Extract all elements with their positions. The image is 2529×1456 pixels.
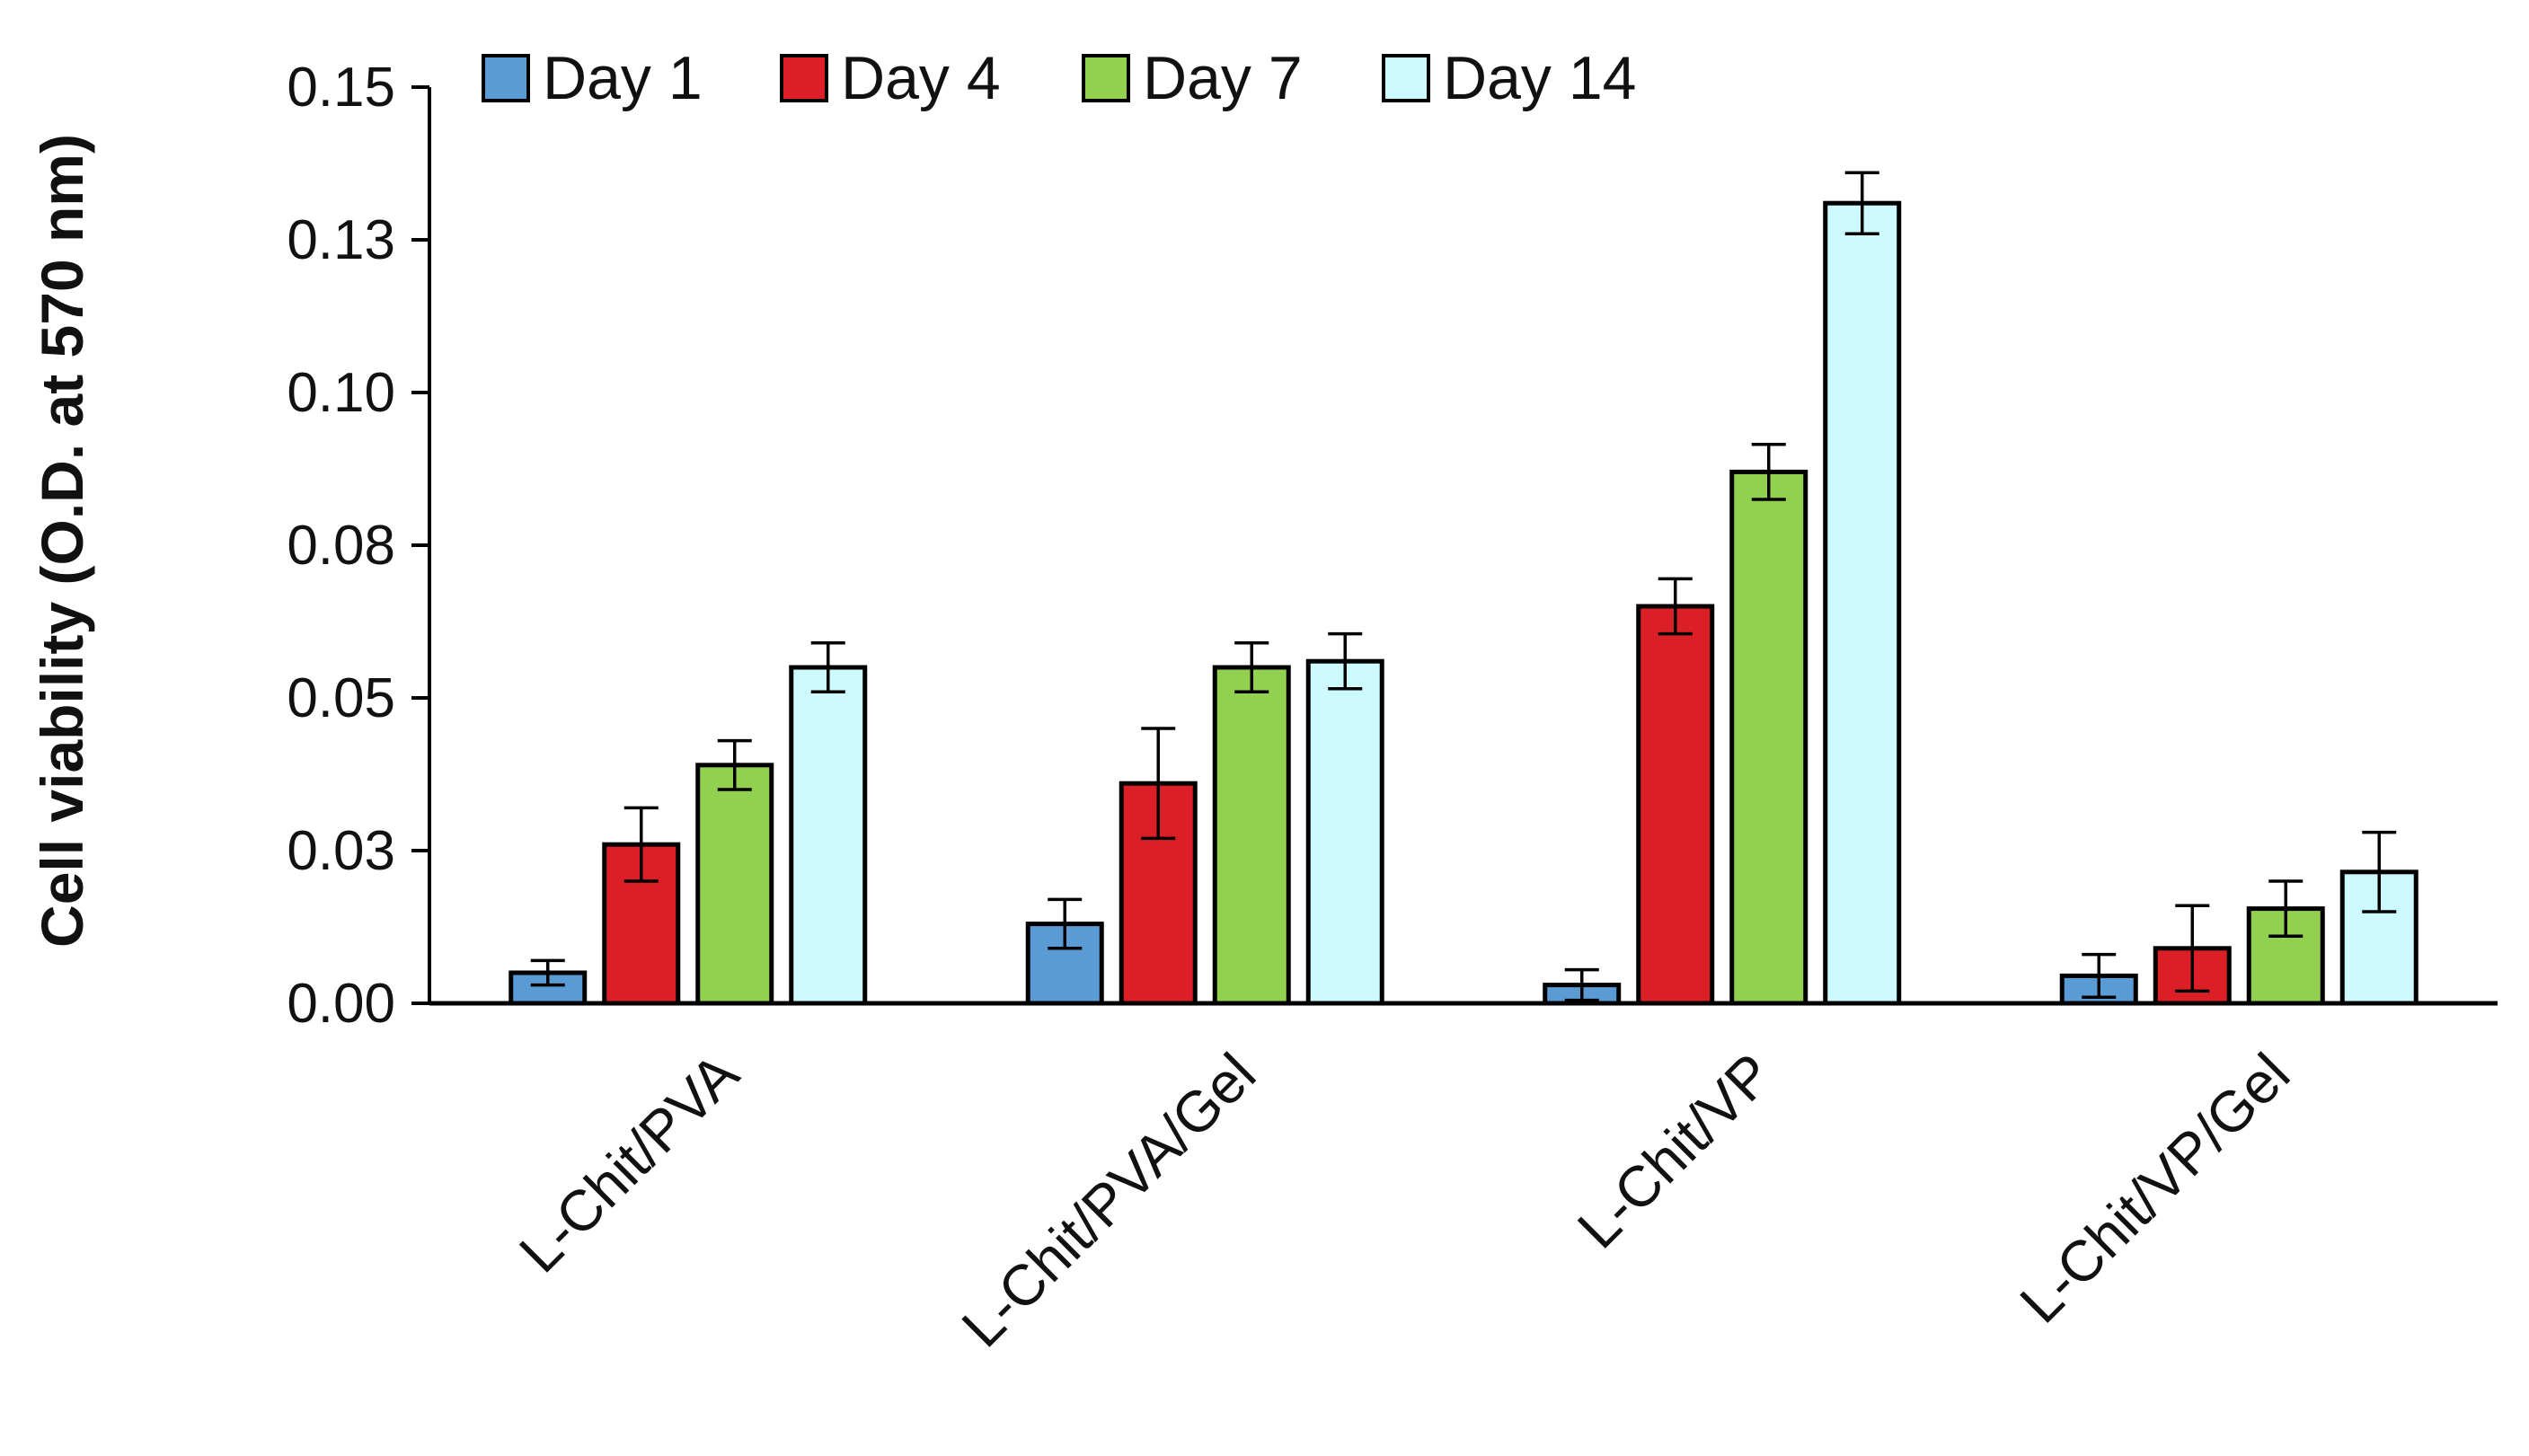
bar (695, 763, 774, 1006)
bar (789, 665, 868, 1006)
legend-swatch (1382, 54, 1430, 102)
legend-label: Day 7 (1143, 44, 1303, 112)
legend-label: Day 1 (543, 44, 703, 112)
x-tick-label: L-Chit/PVA (507, 1041, 751, 1285)
y-tick-label: 0.05 (287, 667, 395, 729)
bars (508, 171, 2418, 1006)
legend: Day 1 Day 4 Day 7 Day 14 (482, 44, 1636, 112)
bar (1305, 658, 1384, 1006)
y-tick-label: 0.03 (287, 820, 395, 882)
y-tick-label: 0.13 (287, 209, 395, 271)
bar (1212, 665, 1291, 1006)
bar (1823, 200, 1902, 1006)
x-tick-label: L-Chit/PVA/Gel (950, 1041, 1268, 1359)
legend-swatch (1082, 54, 1130, 102)
legend-swatch (482, 54, 530, 102)
legend-swatch (780, 54, 828, 102)
y-tick-label: 0.00 (287, 973, 395, 1035)
legend-label: Day 14 (1443, 44, 1636, 112)
x-axis: L-Chit/PVA L-Chit/PVA/Gel L-Chit/VP L-Chit/… (429, 1001, 2498, 1359)
y-tick-label: 0.10 (287, 362, 395, 424)
y-tick-label: 0.15 (287, 57, 395, 119)
bar (1636, 604, 1715, 1006)
x-tick-label: L-Chit/VP/Gel (2008, 1041, 2303, 1336)
x-tick-label: L-Chit/VP (1565, 1041, 1785, 1261)
y-axis-title: Cell viability (O.D. at 570 nm) (29, 134, 95, 948)
y-tick-label: 0.08 (287, 515, 395, 577)
bar (1729, 469, 1808, 1006)
legend-label: Day 4 (841, 44, 1001, 112)
y-axis: 0.00 0.03 0.05 0.08 0.10 0.13 0.15 (287, 57, 431, 1035)
